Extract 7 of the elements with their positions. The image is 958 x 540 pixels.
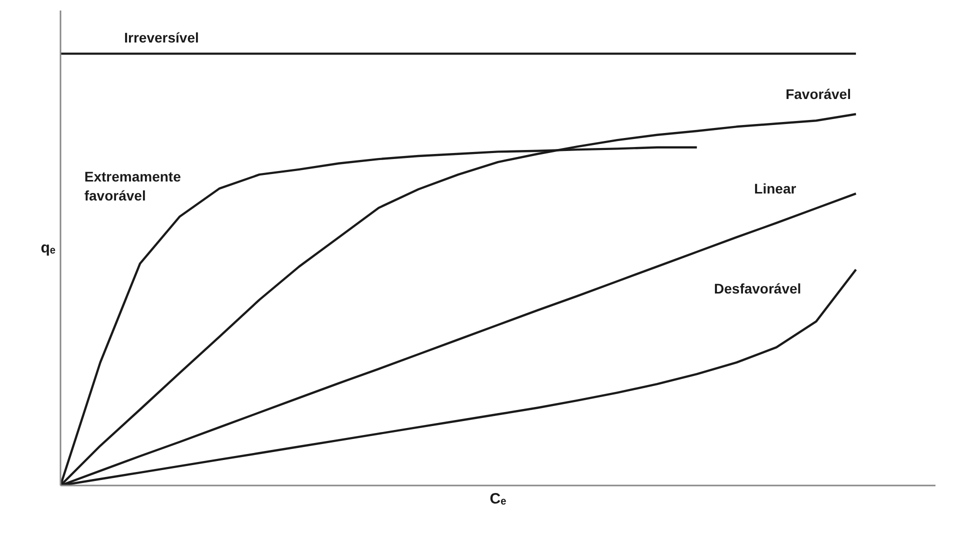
y-axis-title: qₑ: [40, 240, 56, 256]
series-label: Favorável: [786, 86, 851, 102]
series-label: Irreversível: [124, 30, 199, 46]
series-label: Linear: [754, 180, 797, 196]
series-label: Desfavorável: [714, 280, 802, 296]
x-axis-title: Cₑ: [490, 490, 507, 508]
series-label: Extremamente favorável: [84, 168, 182, 204]
